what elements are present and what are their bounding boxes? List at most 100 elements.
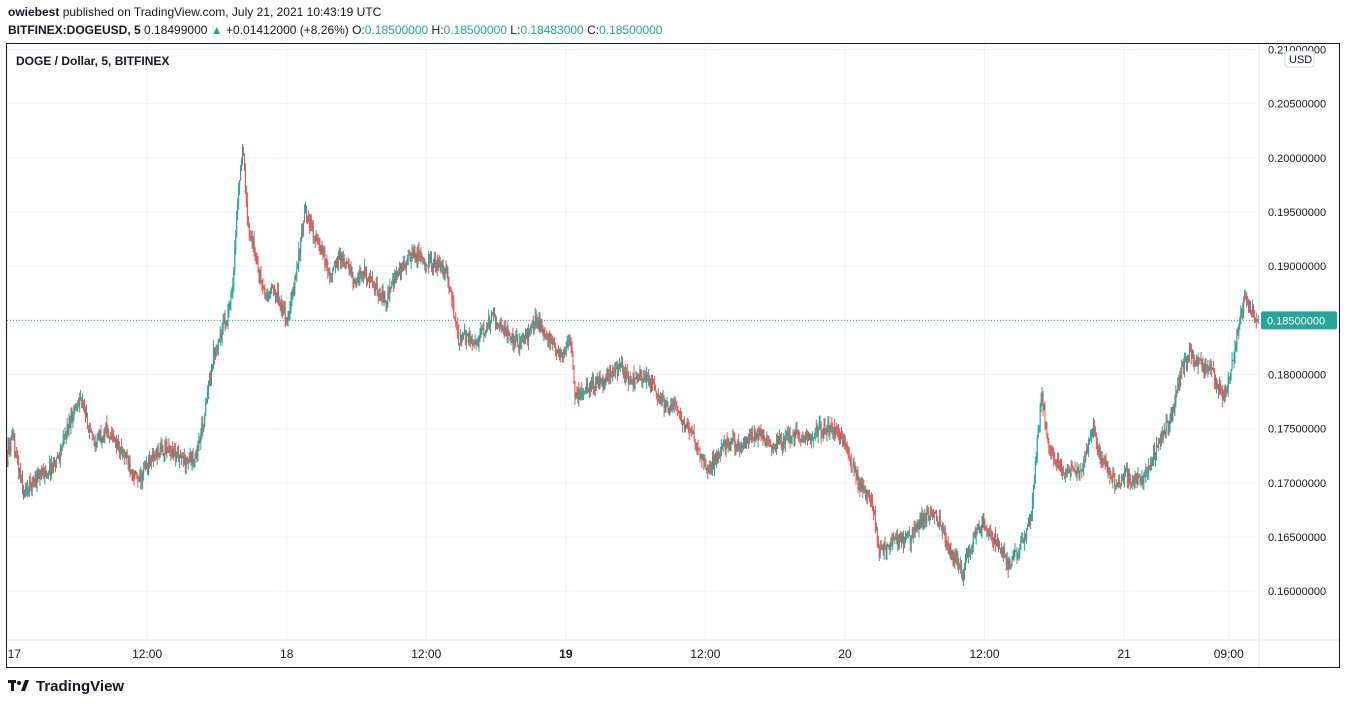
candle-body bbox=[696, 447, 698, 451]
candle-body bbox=[219, 332, 221, 341]
candle-body bbox=[517, 334, 519, 347]
candle-body bbox=[1137, 475, 1139, 486]
chart-frame[interactable]: 0.16000000 0.16500000 0.17000000 0.17500000… bbox=[6, 43, 1340, 668]
candle-body bbox=[385, 302, 387, 304]
candle-body bbox=[570, 345, 572, 347]
candle-body bbox=[313, 237, 315, 242]
candle-body bbox=[1023, 538, 1025, 543]
candle-body bbox=[1238, 325, 1240, 332]
candle-body bbox=[508, 332, 510, 336]
candle-body bbox=[77, 404, 79, 406]
candle-body bbox=[723, 440, 725, 444]
candle-body bbox=[686, 424, 688, 426]
candle-body bbox=[10, 439, 12, 451]
candle-body bbox=[1072, 466, 1074, 471]
candle-body bbox=[877, 542, 879, 548]
candle-body bbox=[709, 468, 711, 470]
candle-body bbox=[1251, 305, 1253, 311]
candle-body bbox=[597, 376, 599, 388]
candle-body bbox=[1012, 554, 1014, 558]
candle-body bbox=[258, 268, 260, 277]
candle-body bbox=[935, 513, 937, 519]
candle-body bbox=[836, 427, 838, 429]
price-chart[interactable]: 0.16000000 0.16500000 0.17000000 0.17500000… bbox=[7, 44, 1339, 667]
candle-body bbox=[725, 440, 727, 450]
candle-body bbox=[136, 473, 138, 480]
candle-body bbox=[940, 526, 942, 528]
candle-body bbox=[631, 381, 633, 384]
candle-body bbox=[545, 334, 547, 336]
candle-body bbox=[19, 469, 21, 473]
candle-body bbox=[573, 367, 575, 383]
candle-body bbox=[659, 395, 661, 403]
candle-body bbox=[675, 404, 677, 406]
candle-body bbox=[58, 457, 60, 461]
candle-body bbox=[988, 532, 990, 537]
candle-body bbox=[727, 443, 729, 445]
candle-body bbox=[1210, 366, 1212, 370]
y-tick-label: 0.16000000 bbox=[1268, 586, 1326, 598]
publisher-name[interactable]: owiebest bbox=[8, 5, 60, 19]
candle-body bbox=[370, 276, 372, 278]
candle-body bbox=[182, 456, 184, 465]
candle-body bbox=[341, 255, 343, 262]
candle-body bbox=[144, 467, 146, 470]
tradingview-footer[interactable]: TradingView bbox=[8, 678, 124, 695]
candle-body bbox=[303, 222, 305, 231]
candle-body bbox=[1217, 385, 1219, 387]
candle-body bbox=[81, 397, 83, 402]
candle-body bbox=[1198, 358, 1200, 361]
candle-body bbox=[410, 255, 412, 262]
candle-body bbox=[736, 445, 738, 448]
candle-body bbox=[564, 351, 566, 355]
candle-body bbox=[639, 369, 641, 377]
candle-body bbox=[468, 334, 470, 343]
candle-body bbox=[549, 333, 551, 345]
candle-body bbox=[1060, 466, 1062, 468]
candle-body bbox=[360, 271, 362, 276]
candle-body bbox=[746, 440, 748, 442]
candle-body bbox=[624, 371, 626, 378]
candle-body bbox=[704, 460, 706, 464]
candle-body bbox=[1134, 476, 1136, 481]
candle-body bbox=[377, 294, 379, 297]
candle-body bbox=[465, 335, 467, 343]
candle-body bbox=[391, 281, 393, 288]
candle-body bbox=[1245, 295, 1247, 297]
candle-body bbox=[364, 267, 366, 273]
candle-body bbox=[299, 249, 301, 254]
candle-body bbox=[151, 453, 153, 461]
candle-body bbox=[1009, 560, 1011, 568]
candle-body bbox=[52, 464, 54, 466]
candle-body bbox=[45, 469, 47, 477]
candle-body bbox=[362, 271, 364, 276]
candle-body bbox=[225, 320, 227, 323]
candle-body bbox=[808, 433, 810, 438]
candle-body bbox=[754, 430, 756, 440]
candle-body bbox=[1075, 472, 1077, 474]
candle-body bbox=[745, 438, 747, 441]
candle-body bbox=[117, 443, 119, 450]
candle-body bbox=[431, 265, 433, 270]
candle-body bbox=[110, 437, 112, 440]
candle-body bbox=[546, 334, 548, 337]
candle-body bbox=[822, 434, 824, 436]
candle-body bbox=[17, 455, 19, 463]
candle-body bbox=[1097, 447, 1099, 456]
candle-body bbox=[1179, 376, 1181, 389]
candle-body bbox=[68, 418, 70, 431]
candle-body bbox=[474, 341, 476, 344]
candle-body bbox=[187, 459, 189, 464]
candle-body bbox=[224, 318, 226, 323]
candle-body bbox=[205, 402, 207, 417]
candle-body bbox=[1150, 463, 1152, 467]
x-tick-label: 21 bbox=[1117, 647, 1131, 661]
candle-body bbox=[810, 438, 812, 440]
candle-body bbox=[1257, 318, 1259, 321]
candle-body bbox=[116, 443, 118, 447]
candle-body bbox=[1109, 469, 1111, 477]
candle-body bbox=[336, 262, 338, 265]
candle-body bbox=[588, 387, 590, 392]
candle-body bbox=[125, 451, 127, 457]
candle-body bbox=[322, 248, 324, 256]
